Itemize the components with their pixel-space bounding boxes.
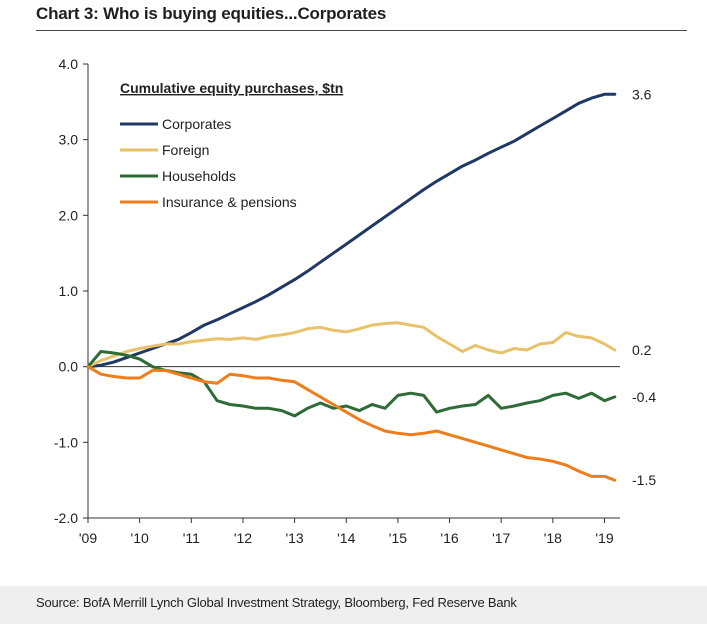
y-tick-label: 4.0	[59, 56, 79, 72]
y-tick-label: 2.0	[59, 207, 79, 223]
legend: Cumulative equity purchases, $tn Corporat…	[120, 80, 343, 210]
series-line-foreign	[86, 321, 617, 369]
series-line-insurance-pensions	[86, 365, 617, 482]
footer-band	[0, 586, 707, 624]
legend-label: Households	[162, 168, 236, 184]
x-tick-label: '18	[544, 530, 562, 546]
x-tick-label: '10	[131, 530, 149, 546]
x-tick-label: '13	[285, 530, 303, 546]
title-divider	[36, 30, 687, 31]
legend-label: Corporates	[162, 116, 231, 132]
x-tick-label: '16	[440, 530, 458, 546]
series-lines	[86, 92, 617, 482]
x-tick-label: '19	[595, 530, 613, 546]
y-tick-label: 0.0	[59, 359, 79, 375]
x-axis: '09 '10 '11 '12 '13 '14 '15 '16 '17 '18 '19	[79, 366, 620, 546]
end-label: -1.5	[632, 472, 656, 488]
legend-title: Cumulative equity purchases, $tn	[120, 80, 343, 96]
series-line-households	[86, 350, 617, 418]
legend-label: Insurance & pensions	[162, 194, 297, 210]
x-tick-label: '14	[337, 530, 355, 546]
x-tick-label: '15	[389, 530, 407, 546]
y-axis: -2.0 -1.0 0.0 1.0 2.0 3.0 4.0	[54, 56, 89, 526]
source-note: Source: BofA Merrill Lynch Global Invest…	[36, 595, 517, 610]
chart-title: Chart 3: Who is buying equities...Corpor…	[36, 4, 387, 23]
y-tick-label: 1.0	[59, 283, 79, 299]
x-tick-label: '17	[492, 530, 510, 546]
series-line-corporates	[86, 92, 617, 369]
y-tick-label: -2.0	[54, 510, 78, 526]
end-label: 3.6	[632, 86, 652, 102]
end-labels: 3.6 0.2 -0.4 -1.5	[632, 86, 656, 488]
y-tick-label: -1.0	[54, 434, 78, 450]
line-chart: -2.0-1.00.01.02.03.04.0 '09'10'11'12'13 '…	[54, 56, 656, 546]
x-tick-label: '11	[183, 530, 200, 546]
x-tick-label: '09	[79, 530, 97, 546]
x-tick-label: '12	[234, 530, 252, 546]
end-label: 0.2	[632, 342, 652, 358]
legend-label: Foreign	[162, 142, 209, 158]
y-tick-label: 3.0	[59, 132, 79, 148]
end-label: -0.4	[632, 389, 656, 405]
